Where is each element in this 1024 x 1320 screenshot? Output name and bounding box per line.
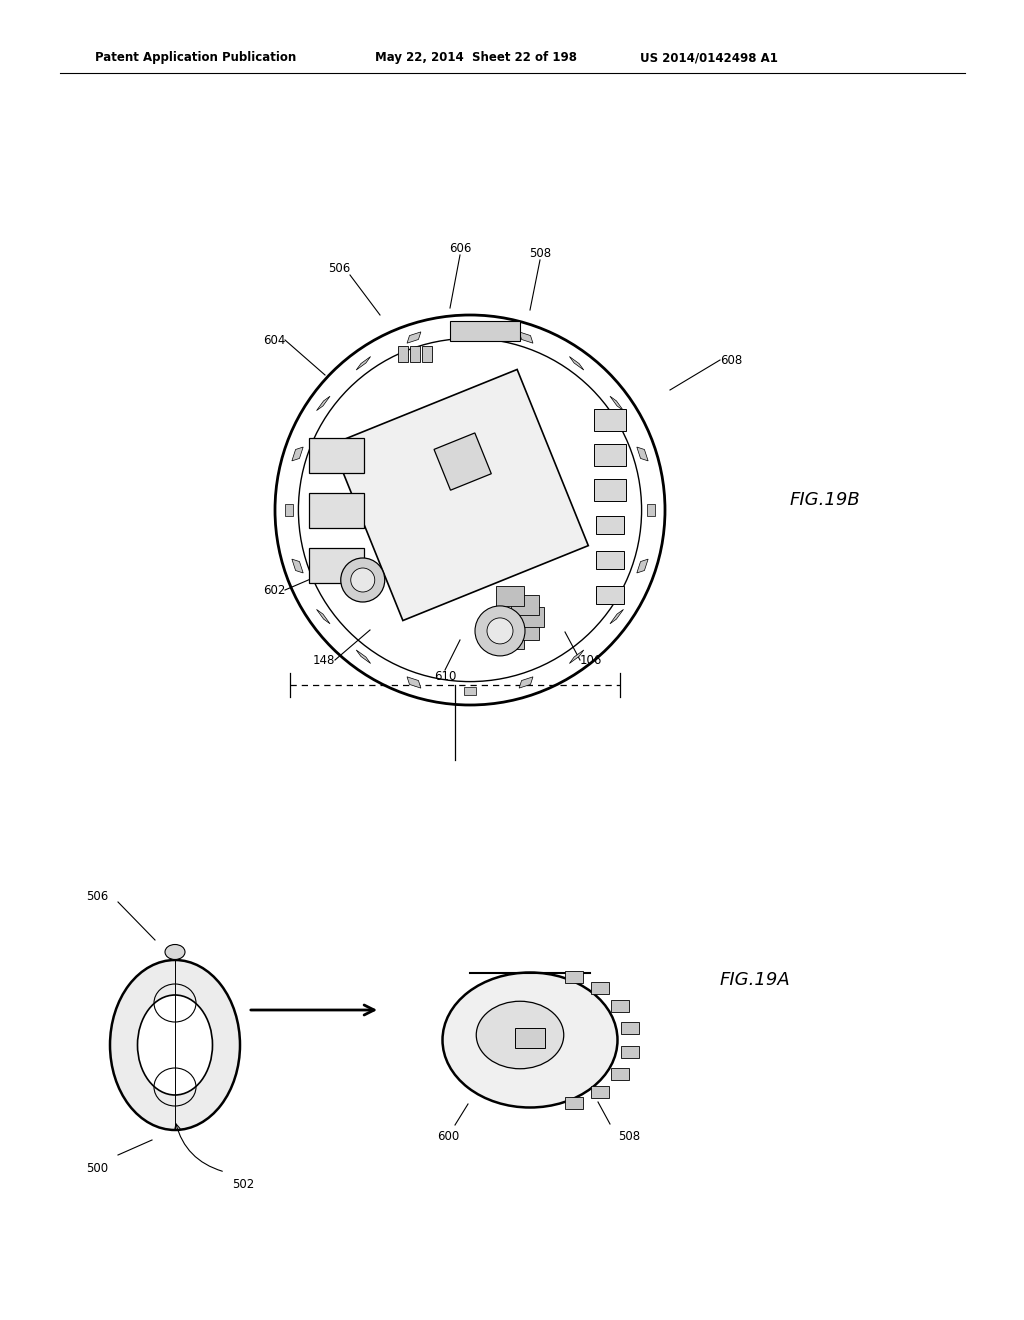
Polygon shape <box>285 504 293 516</box>
FancyBboxPatch shape <box>596 586 625 605</box>
Text: 602: 602 <box>262 583 285 597</box>
Text: FIG.19B: FIG.19B <box>790 491 861 510</box>
FancyBboxPatch shape <box>309 548 365 583</box>
Text: 106: 106 <box>580 653 602 667</box>
Text: 508: 508 <box>529 247 551 260</box>
FancyBboxPatch shape <box>496 628 524 649</box>
Polygon shape <box>464 688 476 696</box>
FancyBboxPatch shape <box>450 321 520 341</box>
Ellipse shape <box>165 945 185 960</box>
FancyBboxPatch shape <box>398 346 408 362</box>
Text: US 2014/0142498 A1: US 2014/0142498 A1 <box>640 51 778 65</box>
Polygon shape <box>292 447 303 461</box>
FancyBboxPatch shape <box>516 607 544 627</box>
FancyBboxPatch shape <box>594 409 627 432</box>
Text: 606: 606 <box>449 242 471 255</box>
FancyBboxPatch shape <box>511 595 539 615</box>
Polygon shape <box>519 331 532 343</box>
Polygon shape <box>464 325 476 333</box>
Ellipse shape <box>110 960 240 1130</box>
Polygon shape <box>637 560 648 573</box>
Polygon shape <box>316 396 330 411</box>
Text: FIG.19A: FIG.19A <box>720 972 791 989</box>
Text: 600: 600 <box>437 1130 459 1143</box>
FancyBboxPatch shape <box>610 1068 629 1080</box>
Polygon shape <box>356 649 371 664</box>
Text: 148: 148 <box>312 653 335 667</box>
Polygon shape <box>434 433 492 490</box>
Circle shape <box>475 606 525 656</box>
Text: 506: 506 <box>328 261 350 275</box>
Text: Patent Application Publication: Patent Application Publication <box>95 51 296 65</box>
Text: 608: 608 <box>720 354 742 367</box>
FancyBboxPatch shape <box>610 1001 629 1012</box>
Ellipse shape <box>137 995 213 1096</box>
Text: 502: 502 <box>232 1177 254 1191</box>
Polygon shape <box>356 356 371 370</box>
FancyBboxPatch shape <box>422 346 432 362</box>
FancyBboxPatch shape <box>309 438 365 473</box>
Polygon shape <box>637 447 648 461</box>
FancyBboxPatch shape <box>596 516 625 535</box>
FancyBboxPatch shape <box>309 492 365 528</box>
FancyBboxPatch shape <box>565 1097 583 1109</box>
Ellipse shape <box>476 1002 564 1069</box>
Text: 506: 506 <box>86 890 108 903</box>
Circle shape <box>351 568 375 591</box>
FancyBboxPatch shape <box>622 1045 639 1057</box>
FancyBboxPatch shape <box>591 982 609 994</box>
FancyBboxPatch shape <box>594 479 627 502</box>
FancyBboxPatch shape <box>591 1086 609 1098</box>
Circle shape <box>341 558 385 602</box>
Polygon shape <box>569 649 584 664</box>
Text: 610: 610 <box>434 671 456 682</box>
Polygon shape <box>519 677 532 688</box>
Polygon shape <box>569 356 584 370</box>
Text: 508: 508 <box>618 1130 640 1143</box>
Text: May 22, 2014  Sheet 22 of 198: May 22, 2014 Sheet 22 of 198 <box>375 51 577 65</box>
Text: 500: 500 <box>86 1162 108 1175</box>
Polygon shape <box>610 396 624 411</box>
Polygon shape <box>610 610 624 624</box>
FancyBboxPatch shape <box>410 346 420 362</box>
Circle shape <box>487 618 513 644</box>
FancyBboxPatch shape <box>594 444 627 466</box>
FancyBboxPatch shape <box>496 586 524 606</box>
Ellipse shape <box>442 973 617 1107</box>
FancyBboxPatch shape <box>511 620 539 640</box>
Text: 604: 604 <box>262 334 285 346</box>
Polygon shape <box>407 677 421 688</box>
FancyBboxPatch shape <box>565 970 583 982</box>
FancyBboxPatch shape <box>622 1022 639 1035</box>
Polygon shape <box>407 331 421 343</box>
FancyBboxPatch shape <box>596 550 625 569</box>
Polygon shape <box>647 504 655 516</box>
Polygon shape <box>316 610 330 624</box>
Polygon shape <box>292 560 303 573</box>
Circle shape <box>300 341 640 680</box>
Polygon shape <box>332 370 589 620</box>
FancyBboxPatch shape <box>515 1028 545 1048</box>
